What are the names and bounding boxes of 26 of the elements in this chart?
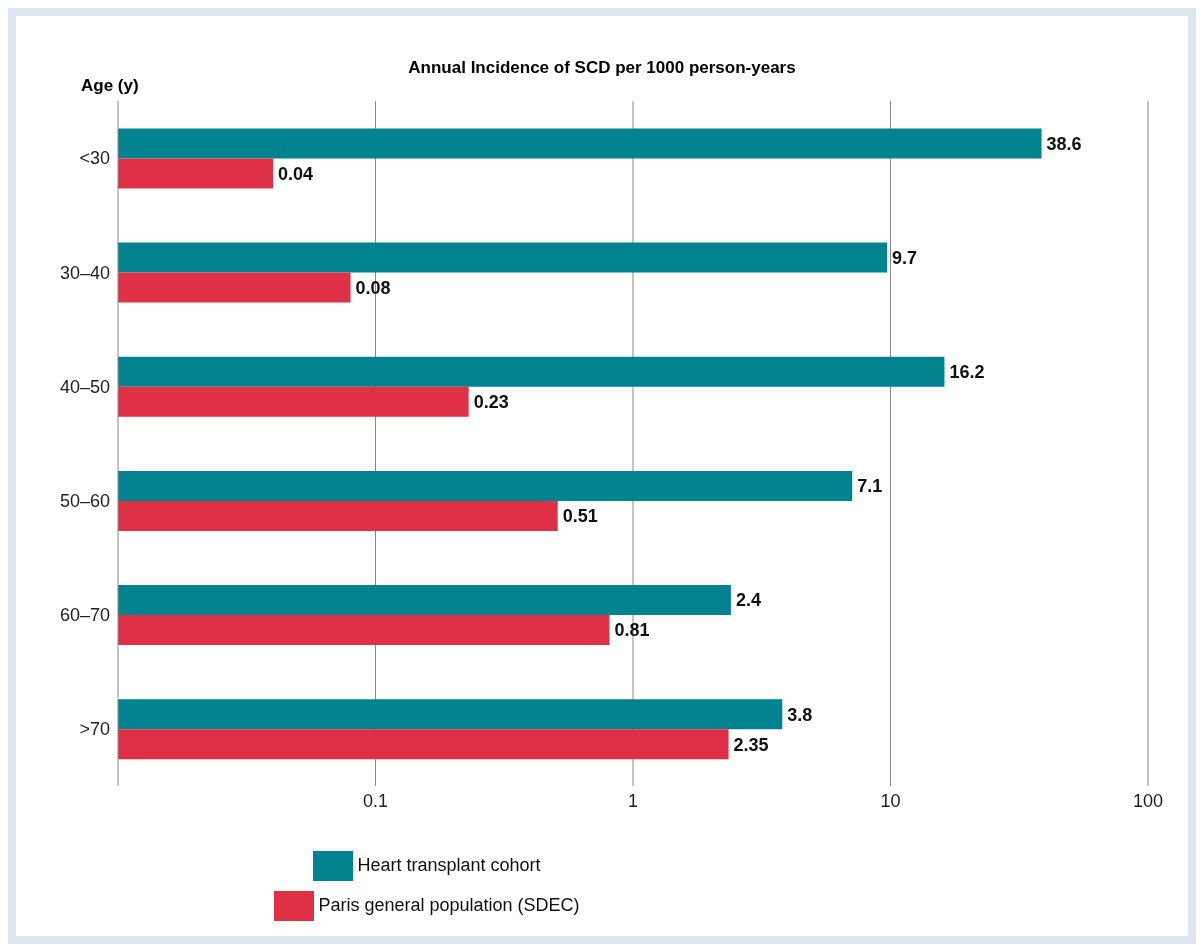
legend-label: Heart transplant cohort: [357, 854, 541, 875]
y-tick-label: 60–70: [59, 605, 110, 626]
data-label: 0.51: [562, 506, 598, 527]
data-label: 3.8: [787, 704, 813, 725]
x-tick-label: 10: [880, 790, 901, 811]
data-label: 7.1: [857, 476, 883, 497]
data-label: 2.4: [735, 590, 761, 611]
data-label: 2.35: [733, 734, 769, 755]
x-tick-label: 100: [1132, 790, 1164, 811]
data-label: 0.81: [614, 620, 650, 641]
x-tick-label: 0.1: [362, 790, 389, 811]
data-label: 0.04: [278, 163, 314, 184]
data-label: 38.6: [1046, 133, 1082, 154]
data-label: 0.23: [473, 392, 509, 413]
y-tick-label: <30: [79, 148, 110, 169]
x-tick-label: 1: [627, 790, 639, 811]
y-tick-label: >70: [79, 719, 110, 740]
y-tick-label: 40–50: [59, 376, 110, 397]
data-label: 16.2: [949, 362, 985, 383]
y-tick-label: 50–60: [59, 490, 110, 511]
y-axis-title: Age (y): [81, 76, 139, 96]
y-tick-label: 30–40: [59, 262, 110, 283]
chart-title: Annual Incidence of SCD per 1000 person-years: [408, 58, 796, 77]
data-label: 9.7: [892, 247, 918, 268]
data-label: 0.08: [355, 277, 391, 298]
legend-label: Paris general population (SDEC): [318, 894, 580, 915]
